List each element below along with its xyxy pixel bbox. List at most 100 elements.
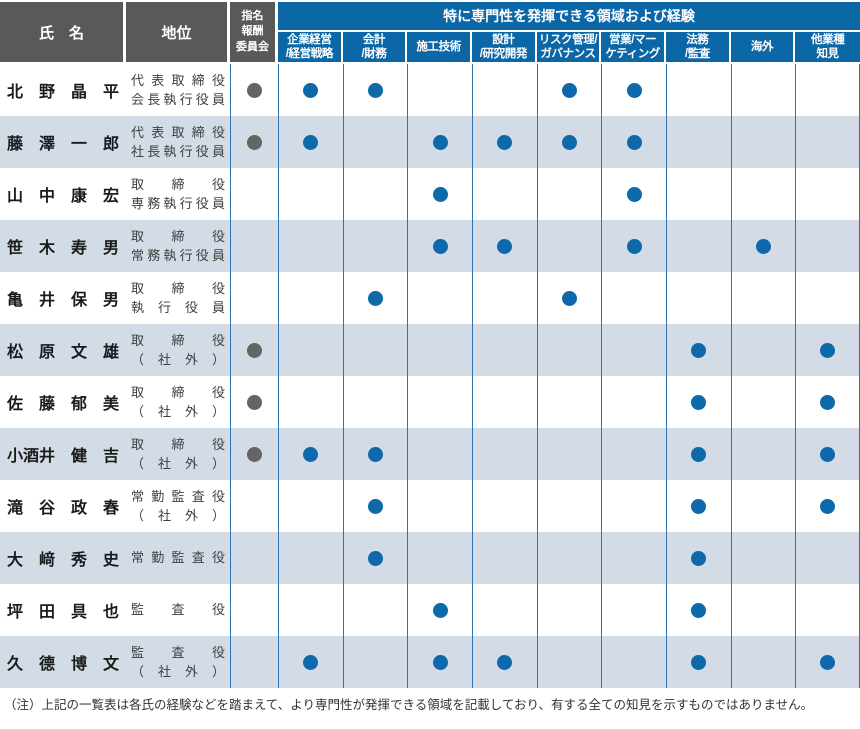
- skill-cell: [730, 324, 796, 376]
- skill-dot: [691, 550, 707, 566]
- skill-cell: [730, 480, 796, 532]
- col-header-committee: 指名 報酬 委員会: [230, 2, 278, 64]
- skill-cell: [665, 324, 731, 376]
- skill-cell: [795, 324, 860, 376]
- skill-cell: [407, 428, 472, 480]
- director-name: 亀 井 保 男: [0, 272, 126, 324]
- position-text: 取締役 （社外）: [131, 332, 225, 368]
- director-name: 滝 谷 政 春: [0, 480, 126, 532]
- position-text: 代表取締役 社長執行役員: [131, 124, 225, 160]
- col-header-name: 氏 名: [0, 2, 126, 64]
- committee-cell: [230, 324, 278, 376]
- committee-member-dot: [247, 82, 262, 98]
- skill-dot: [432, 238, 448, 254]
- position-text: 取締役 常務執行役員: [131, 228, 225, 264]
- skill-cell: [342, 480, 408, 532]
- skill-cell: [601, 636, 666, 688]
- skill-cell: [795, 480, 860, 532]
- skill-cell: [601, 584, 666, 636]
- director-name: 山 中 康 宏: [0, 168, 126, 220]
- skill-cell: [665, 220, 731, 272]
- director-name: 笹 木 寿 男: [0, 220, 126, 272]
- committee-member-dot: [247, 134, 262, 150]
- skill-cell: [536, 532, 602, 584]
- skill-cell: [536, 376, 602, 428]
- position-text: 取締役 専務執行役員: [131, 176, 225, 212]
- skill-dot: [691, 446, 707, 462]
- skill-cell: [665, 532, 731, 584]
- director-name: 松 原 文 雄: [0, 324, 126, 376]
- position-text: 常勤監査役 （社外）: [131, 488, 225, 524]
- skill-dot: [626, 82, 642, 98]
- skill-cell: [665, 64, 731, 116]
- director-position: 監査役: [126, 584, 230, 636]
- skill-cell: [471, 116, 537, 168]
- skill-dot: [820, 498, 836, 514]
- col-header-accounting: 会計 /財務: [342, 32, 408, 64]
- director-position: 取締役 （社外）: [126, 428, 230, 480]
- skill-cell: [471, 480, 537, 532]
- skill-cell: [795, 532, 860, 584]
- committee-cell: [230, 64, 278, 116]
- skill-cell: [730, 168, 796, 220]
- skill-cell: [536, 324, 602, 376]
- skill-cell: [407, 324, 472, 376]
- skill-cell: [730, 64, 796, 116]
- skill-cell: [730, 532, 796, 584]
- skill-cell: [278, 116, 343, 168]
- skill-cell: [407, 376, 472, 428]
- committee-cell: [230, 376, 278, 428]
- skill-cell: [471, 272, 537, 324]
- skill-cell: [730, 272, 796, 324]
- skill-cell: [665, 272, 731, 324]
- skill-cell: [536, 636, 602, 688]
- col-header-sales-marketing: 営業/マー ケティング: [601, 32, 666, 64]
- skill-cell: [536, 428, 602, 480]
- committee-cell: [230, 636, 278, 688]
- skill-dot: [691, 602, 707, 618]
- skill-cell: [601, 532, 666, 584]
- skill-cell: [471, 376, 537, 428]
- skill-cell: [342, 584, 408, 636]
- skill-dot: [691, 394, 707, 410]
- skill-cell: [407, 116, 472, 168]
- skill-cell: [601, 272, 666, 324]
- skill-cell: [601, 376, 666, 428]
- skill-cell: [536, 272, 602, 324]
- skill-cell: [342, 272, 408, 324]
- director-position: 常勤監査役: [126, 532, 230, 584]
- col-header-design-rd: 設計 /研究開発: [471, 32, 537, 64]
- committee-cell: [230, 532, 278, 584]
- skill-cell: [278, 272, 343, 324]
- expertise-title: 特に専門性を発揮できる領域および経験: [278, 2, 860, 32]
- position-text: 代表取締役 会長執行役員: [131, 72, 225, 108]
- skill-dot: [367, 498, 383, 514]
- skill-cell: [601, 168, 666, 220]
- committee-cell: [230, 272, 278, 324]
- director-position: 代表取締役 会長執行役員: [126, 64, 230, 116]
- skill-cell: [342, 636, 408, 688]
- skill-cell: [601, 428, 666, 480]
- skill-dot: [820, 342, 836, 358]
- skill-cell: [795, 636, 860, 688]
- director-position: 取締役 常務執行役員: [126, 220, 230, 272]
- skill-cell: [342, 168, 408, 220]
- skill-cell: [665, 480, 731, 532]
- skill-dot: [497, 238, 513, 254]
- committee-member-dot: [247, 342, 262, 358]
- skill-cell: [407, 168, 472, 220]
- skill-cell: [342, 220, 408, 272]
- col-header-overseas: 海外: [730, 32, 796, 64]
- skill-cell: [730, 428, 796, 480]
- director-position: 取締役 （社外）: [126, 376, 230, 428]
- skill-cell: [342, 376, 408, 428]
- skill-dot: [626, 186, 642, 202]
- col-header-legal-audit: 法務 /監査: [665, 32, 731, 64]
- col-header-management: 企業経営 /経営戦略: [278, 32, 343, 64]
- skill-cell: [278, 636, 343, 688]
- committee-cell: [230, 116, 278, 168]
- skill-dot: [432, 134, 448, 150]
- skill-dot: [303, 654, 319, 670]
- skill-cell: [342, 324, 408, 376]
